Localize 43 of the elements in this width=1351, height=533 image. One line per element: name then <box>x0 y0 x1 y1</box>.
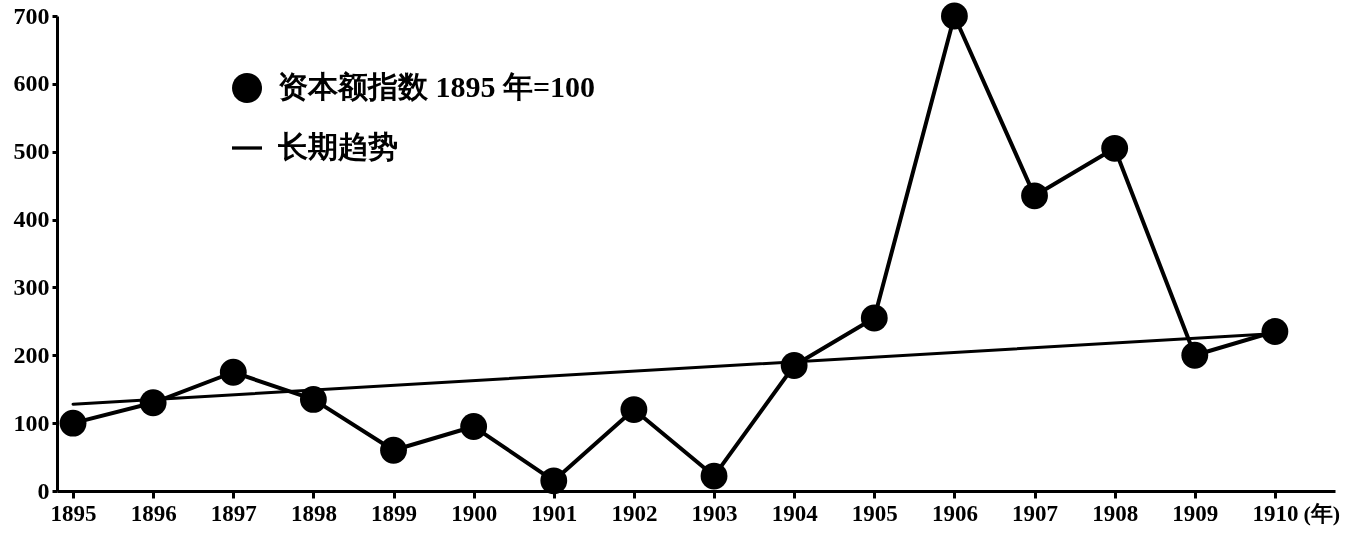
point <box>540 467 568 495</box>
point <box>620 396 648 423</box>
y-tick-label: 200 <box>13 341 50 368</box>
x-tick-label: 1908 <box>1092 500 1139 526</box>
point <box>780 352 808 379</box>
y-tick-label: 400 <box>13 206 50 233</box>
point <box>1181 341 1209 369</box>
y-tick-label: 0 <box>37 477 50 504</box>
x-tick-label: 1903 <box>691 500 738 526</box>
x-tick-label: 1907 <box>1012 500 1059 526</box>
x-tick-label: 1904 <box>771 500 819 526</box>
y-tick-label: 600 <box>13 70 50 97</box>
x-tick-label: 1901 <box>531 500 578 526</box>
point <box>59 409 87 437</box>
x-tick-label: 1900 <box>451 500 498 526</box>
point <box>460 413 488 440</box>
point <box>940 2 968 30</box>
y-tick-label: 100 <box>13 409 50 436</box>
x-axis-title: (年) <box>1303 500 1341 526</box>
point <box>299 386 327 413</box>
point <box>1021 182 1048 210</box>
y-tick-label: 500 <box>13 138 50 165</box>
x-tick-label: 1905 <box>851 500 898 526</box>
x-tick-label: 1902 <box>611 500 658 526</box>
point <box>700 462 728 490</box>
legend-label: 资本额指数 1895 年=100 <box>278 70 596 103</box>
x-tick-label: 1909 <box>1172 500 1219 526</box>
point <box>860 304 888 332</box>
x-tick-label: 1896 <box>130 500 177 526</box>
x-tick-label: 1899 <box>371 500 418 526</box>
point <box>1261 318 1289 345</box>
point <box>139 389 167 417</box>
x-tick-label: 1897 <box>210 500 257 526</box>
legend-label: 长期趋势 <box>277 130 398 163</box>
point <box>380 436 407 464</box>
y-tick-label: 300 <box>13 273 50 300</box>
y-tick-label: 700 <box>13 2 50 29</box>
point <box>1101 134 1129 162</box>
x-tick-label: 1910 <box>1252 500 1299 526</box>
x-tick-label: 1895 <box>50 500 97 526</box>
x-tick-label: 1906 <box>931 500 978 526</box>
point <box>219 358 247 386</box>
x-tick-label: 1898 <box>290 500 337 526</box>
